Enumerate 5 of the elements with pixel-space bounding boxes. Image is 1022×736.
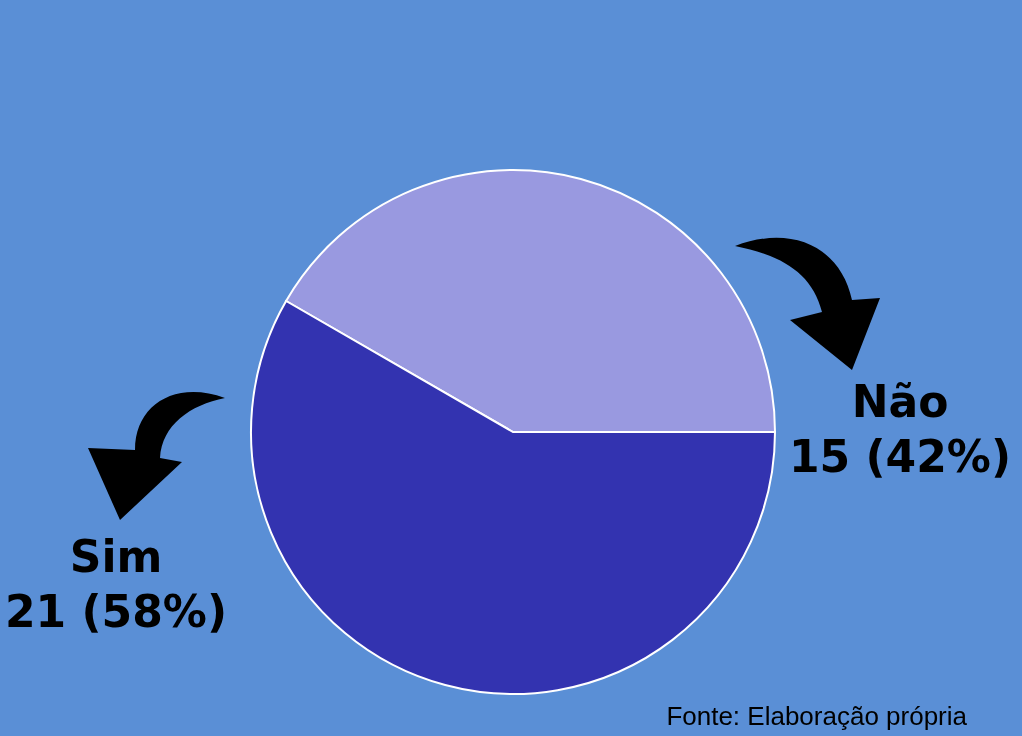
- slice-label: Não: [851, 376, 949, 427]
- data-label: 15 (42%): [788, 431, 1012, 482]
- slice-label: Sim: [69, 531, 163, 582]
- data-label: 21 (58%): [4, 586, 228, 637]
- source-note: Fonte: Elaboração própria: [666, 701, 967, 732]
